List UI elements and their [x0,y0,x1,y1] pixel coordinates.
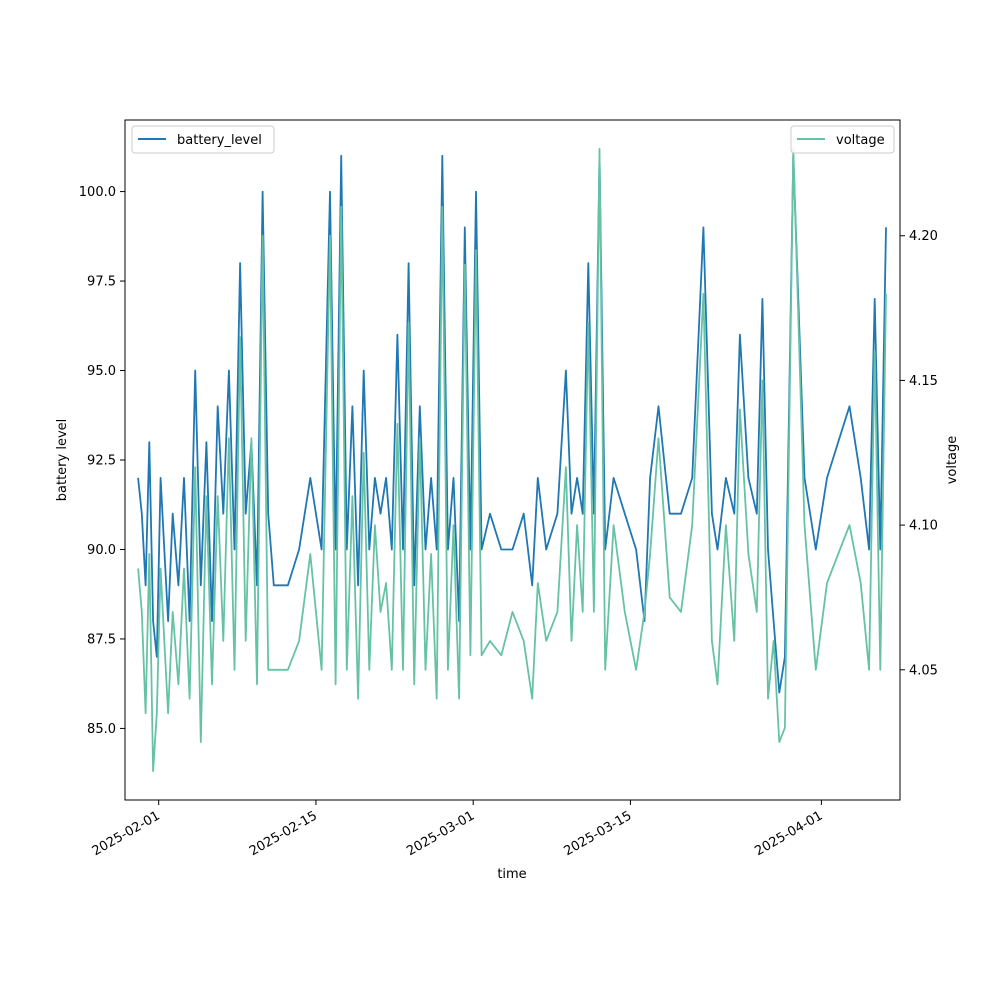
series-line-battery-level [137,154,887,694]
series-line-voltage [137,147,887,772]
legend-right-box [790,125,895,154]
y-tick-label: 95.0 [87,364,116,379]
legend-label-battery-level: battery_level [177,133,262,148]
y-tick-label: 90.0 [87,543,116,558]
y-tick-label: 85.0 [87,722,116,737]
y-tick-label: 97.5 [87,275,116,290]
legend-label-voltage: voltage [836,133,885,148]
y-tick-label: 87.5 [87,632,116,647]
legend-left-box [131,125,275,154]
y-tick-label: 92.5 [87,454,116,469]
plot-lines [137,147,887,772]
y-axis-right-label: voltage [945,436,960,485]
x-axis-label: time [497,867,526,882]
legend-right: voltage [790,125,895,154]
y2-tick-label: 4.05 [909,663,938,678]
y-tick-label: 100.0 [79,185,116,200]
y2-tick-label: 4.10 [909,519,938,534]
y-axis-right-ticks: 4.05 4.10 4.15 4.20 [900,229,938,678]
y-axis-left-ticks: 85.0 87.5 90.0 92.5 95.0 97.5 100.0 [79,185,125,737]
y-axis-left-label: battery level [55,419,70,502]
y2-tick-label: 4.15 [909,374,938,389]
legend-left: battery_level [131,125,275,154]
y2-tick-label: 4.20 [909,229,938,244]
